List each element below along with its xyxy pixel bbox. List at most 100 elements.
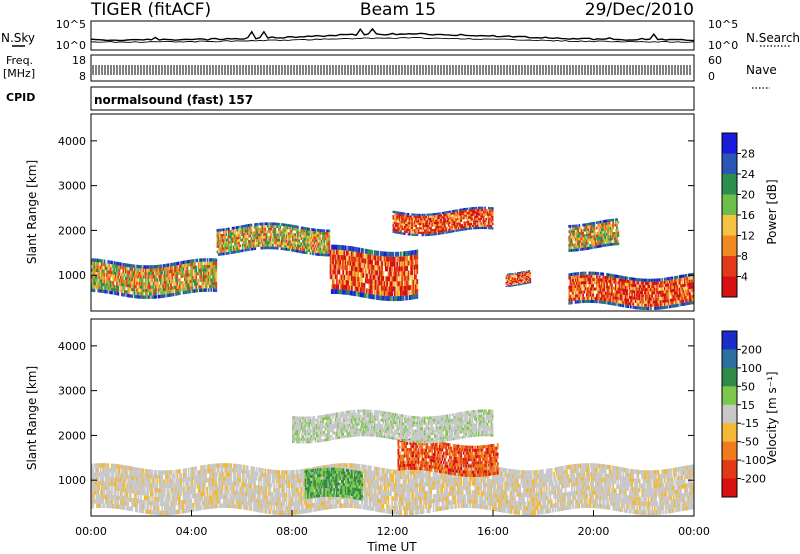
heatmap-cell — [344, 284, 347, 290]
nsky-trace — [90, 27, 695, 42]
heatmap-cell — [441, 225, 444, 228]
heatmap-cell — [202, 288, 205, 292]
heatmap-cell — [181, 287, 184, 292]
heatmap-cell — [244, 230, 247, 233]
heatmap-cell — [524, 281, 527, 283]
heatmap-cell — [385, 295, 387, 301]
heatmap-cell — [603, 244, 606, 247]
heatmap-cell — [471, 218, 474, 221]
heatmap-cell — [253, 226, 255, 229]
heatmap-cell — [597, 223, 600, 227]
heatmap-cell — [207, 261, 210, 265]
heatmap-cell — [92, 258, 95, 262]
heatmap-cell — [123, 279, 126, 284]
heatmap-cell — [603, 241, 606, 245]
heatmap-cell — [256, 236, 259, 239]
heatmap-cell — [612, 286, 615, 290]
heatmap-cell — [351, 271, 353, 276]
heatmap-cell — [486, 215, 489, 218]
heatmap-cell — [447, 219, 450, 222]
heatmap-cell — [281, 223, 284, 226]
heatmap-cell — [626, 289, 628, 293]
heatmap-cell — [113, 264, 116, 268]
heatmap-cell — [346, 260, 348, 266]
heatmap-cell — [118, 262, 121, 266]
heatmap-cell — [292, 235, 294, 239]
heatmap-cell — [123, 289, 126, 294]
heatmap-cell — [298, 250, 301, 253]
heatmap-cell — [352, 276, 355, 281]
heatmap-cell — [333, 264, 336, 270]
heatmap-cell — [643, 284, 646, 288]
heatmap-cell — [187, 280, 190, 284]
heatmap-cell — [180, 288, 182, 292]
heatmap-cell — [207, 268, 210, 272]
heatmap-cell — [269, 238, 272, 242]
heatmap-cell — [302, 234, 304, 238]
heatmap-cell — [388, 281, 391, 287]
heatmap-cell — [327, 234, 329, 238]
heatmap-cell — [231, 226, 234, 230]
heatmap-cell — [170, 269, 172, 274]
heatmap-cell — [589, 233, 592, 236]
heatmap-cell — [369, 264, 372, 270]
heatmap-cell — [486, 222, 489, 225]
heatmap-cell — [602, 291, 605, 295]
heatmap-cell — [393, 226, 396, 229]
heatmap-cell — [224, 244, 226, 247]
heatmap-cell — [158, 294, 161, 299]
heatmap-cell — [256, 222, 259, 226]
heatmap-cell — [383, 295, 386, 301]
heatmap-cell — [348, 275, 351, 281]
heatmap-cell — [140, 265, 142, 269]
heatmap-cell — [187, 276, 190, 281]
heatmap-cell — [568, 238, 571, 242]
heatmap-cell — [358, 282, 361, 287]
heatmap-cell — [616, 284, 618, 288]
heatmap-cell — [457, 218, 460, 221]
heatmap-cell — [156, 264, 159, 269]
heatmap-cell — [155, 271, 157, 276]
heatmap-cell — [325, 242, 328, 246]
heatmap-cell — [509, 285, 512, 287]
heatmap-cell — [391, 276, 393, 282]
heatmap-cell — [393, 215, 396, 218]
heatmap-cell — [588, 238, 591, 242]
heatmap-cell — [309, 252, 312, 255]
heatmap-cell — [466, 214, 469, 217]
heatmap-cell — [171, 276, 174, 280]
heatmap-cell — [607, 227, 610, 231]
heatmap-cell — [479, 217, 481, 221]
heatmap-cell — [412, 289, 415, 295]
heatmap-cell — [147, 275, 150, 279]
heatmap-cell — [166, 287, 169, 291]
heatmap-cell — [609, 283, 612, 287]
heatmap-cell — [327, 232, 329, 235]
heatmap-cell — [393, 213, 396, 216]
heatmap-cell — [506, 273, 509, 275]
heatmap-cell — [586, 244, 588, 248]
heatmap-cell — [150, 272, 152, 276]
heatmap-cell — [528, 282, 530, 284]
heatmap-cell — [469, 209, 471, 212]
heatmap-cell — [435, 224, 437, 227]
heatmap-cell — [513, 278, 515, 280]
power-ylabel: Slant Range [km] — [25, 160, 39, 264]
heatmap-cell — [211, 258, 214, 262]
heatmap-cell — [119, 279, 122, 283]
heatmap-cell — [313, 233, 316, 237]
heatmap-cell — [485, 211, 488, 214]
heatmap-cell — [572, 235, 574, 239]
heatmap-cell — [529, 274, 532, 276]
heatmap-cell — [577, 281, 579, 285]
heatmap-cell — [513, 274, 515, 276]
heatmap-cell — [194, 282, 196, 286]
heatmap-cell — [475, 215, 478, 218]
heatmap-cell — [602, 275, 605, 279]
heatmap-cell — [477, 206, 480, 209]
heatmap-cell — [381, 275, 383, 281]
heatmap-cell — [349, 270, 352, 276]
heatmap-cell — [593, 274, 596, 278]
heatmap-cell — [165, 290, 167, 295]
heatmap-cell — [526, 271, 529, 273]
